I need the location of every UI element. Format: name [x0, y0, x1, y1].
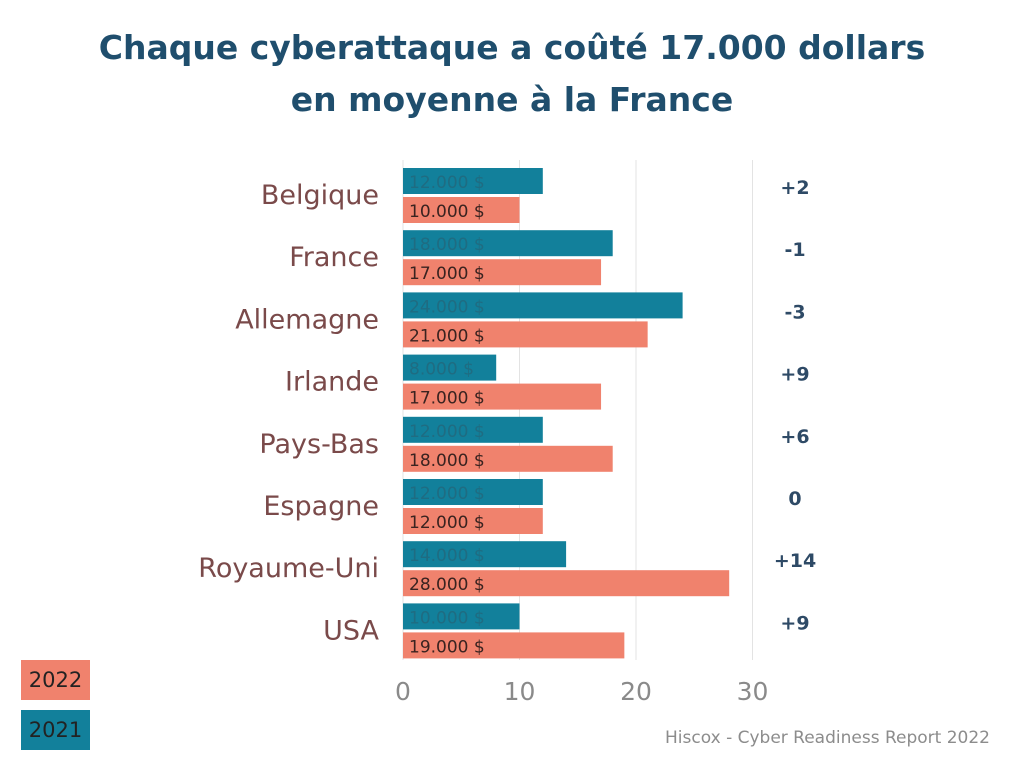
data-label-2021: 24.000 $: [409, 297, 485, 317]
data-label-2021: 8.000 $: [409, 360, 474, 380]
data-label-2022: 12.000 $: [409, 513, 485, 533]
rank-change-label: +9: [780, 612, 809, 634]
category-label: Irlande: [285, 367, 379, 398]
data-label-2021: 12.000 $: [409, 173, 485, 193]
data-label-2022: 28.000 $: [409, 575, 485, 595]
data-label-2021: 10.000 $: [409, 608, 485, 628]
data-label-2022: 17.000 $: [409, 389, 485, 409]
rank-change-label: +14: [774, 550, 816, 572]
data-label-2022: 17.000 $: [409, 264, 485, 284]
legend-2022-label: 2022: [28, 668, 83, 692]
bar-2021: [403, 168, 543, 194]
legend-2022: 2022: [21, 660, 90, 700]
data-label-2022: 10.000 $: [409, 202, 485, 222]
rank-change-label: +6: [780, 426, 809, 448]
bar-2022: [403, 570, 730, 597]
category-label: Pays-Bas: [259, 429, 379, 460]
category-label: Belgique: [261, 180, 379, 211]
bar-2022: [403, 197, 520, 223]
category-label: Allemagne: [235, 304, 379, 335]
legend-2021: 2021: [21, 710, 90, 750]
x-tick-label: 10: [504, 677, 536, 706]
x-tick-label: 30: [737, 677, 769, 706]
bar-2022: [403, 383, 602, 410]
bar-2021: [403, 230, 613, 257]
bar-2021: [403, 479, 543, 505]
chart-title: Chaque cyberattaque a coûté 17.000 dolla…: [0, 22, 1024, 126]
rank-change-label: +2: [780, 177, 809, 199]
data-label-2022: 18.000 $: [409, 451, 485, 471]
bar-2022: [403, 321, 648, 348]
title-line-2: en moyenne à la France: [290, 80, 734, 119]
x-tick-label: 20: [620, 677, 652, 706]
legend-2021-label: 2021: [28, 718, 83, 742]
bar-2021: [403, 292, 683, 319]
bar-2021: [403, 416, 543, 443]
source-note: Hiscox - Cyber Readiness Report 2022: [665, 728, 990, 748]
data-label-2022: 19.000 $: [409, 637, 485, 657]
bar-2021: [403, 603, 520, 630]
bar-2022: [403, 632, 625, 659]
category-label: France: [289, 242, 379, 273]
bar-2022: [403, 259, 602, 286]
rank-change-label: 0: [788, 488, 801, 510]
rank-change-label: -1: [784, 239, 805, 261]
x-tick-label: 0: [395, 677, 411, 706]
data-label-2021: 12.000 $: [409, 484, 485, 504]
bar-2021: [403, 541, 567, 568]
data-label-2021: 14.000 $: [409, 546, 485, 566]
bar-2022: [403, 445, 613, 472]
bar-2021: [403, 354, 497, 381]
data-label-2021: 18.000 $: [409, 235, 485, 255]
category-label: USA: [323, 615, 379, 646]
bar-2022: [403, 508, 543, 534]
category-label: Royaume-Uni: [198, 553, 379, 584]
data-label-2022: 21.000 $: [409, 326, 485, 346]
rank-change-label: -3: [784, 301, 805, 323]
rank-change-label: +9: [780, 364, 809, 386]
data-label-2021: 12.000 $: [409, 422, 485, 442]
category-label: Espagne: [263, 491, 379, 522]
title-line-1: Chaque cyberattaque a coûté 17.000 dolla…: [98, 28, 926, 67]
